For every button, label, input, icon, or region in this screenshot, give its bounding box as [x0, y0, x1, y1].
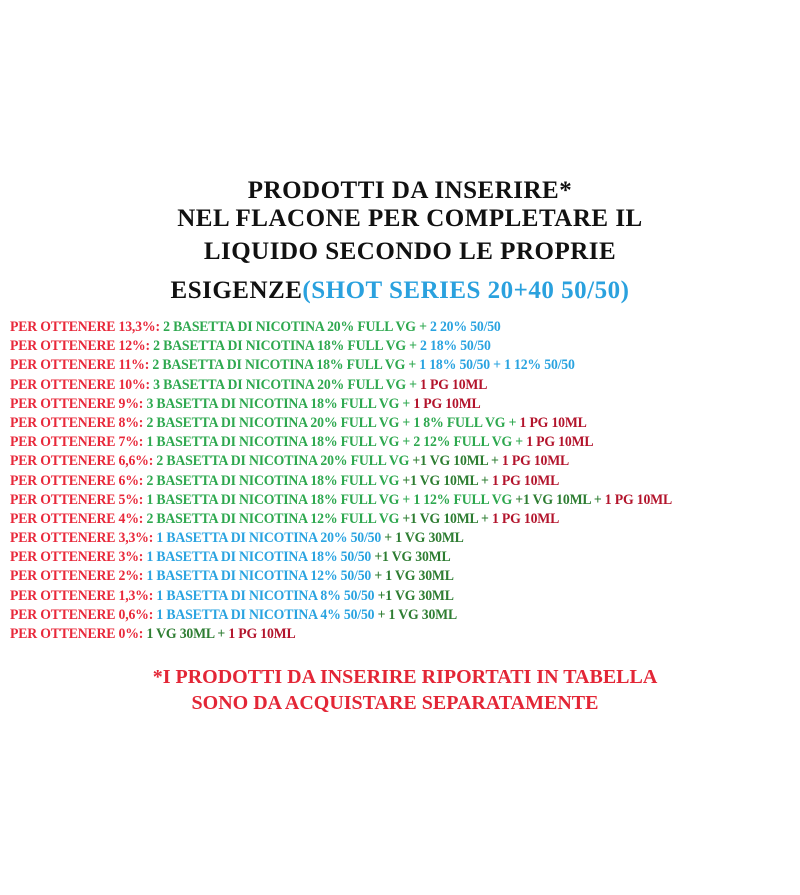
row-segment-fifty: 1 basetta di nicotina 18% 50/50: [146, 549, 375, 566]
row-segment-pg: 1 PG 10ml: [519, 414, 587, 431]
title-main: esigenze: [170, 277, 303, 304]
row-segment-full-vg: 2 basetta di nicotina 18% full VG: [146, 472, 403, 489]
row-label: Per ottenere 2%:: [10, 568, 147, 585]
table-row: Per ottenere 2%: 1 basetta di nicotina 1…: [10, 567, 672, 586]
row-segment-full-vg: 3 basetta di nicotina 18% full VG +: [146, 395, 414, 412]
row-label: Per ottenere 9%:: [10, 395, 147, 412]
table-row: Per ottenere 0%: 1 VG 30ml + 1 PG 10ml: [10, 625, 672, 644]
row-segment-vg: + 1 VG 30ml: [374, 568, 454, 585]
table-row: Per ottenere 13,3%: 2 basetta di nicotin…: [10, 318, 672, 337]
row-label: Per ottenere 6,6%:: [10, 453, 157, 470]
table-row: Per ottenere 6%: 2 basetta di nicotina 1…: [10, 472, 672, 491]
table-row: Per ottenere 3,3%: 1 basetta di nicotina…: [10, 529, 672, 548]
title-line-3: liquido secondo le proprie: [203, 238, 617, 265]
row-segment-vg: +1 VG 10ml +: [402, 472, 492, 489]
row-segment-vg: +1 VG 10ml +: [402, 510, 492, 527]
row-segment-vg: + 1 VG 30ml: [377, 606, 458, 623]
footer-line-1: *I prodotti da inserire riportati in tab…: [152, 666, 658, 688]
row-label: Per ottenere 6%:: [10, 472, 147, 489]
table-row: Per ottenere 3%: 1 basetta di nicotina 1…: [10, 548, 672, 567]
row-label: Per ottenere 4%:: [10, 510, 147, 527]
table-row: Per ottenere 6,6%: 2 basetta di nicotina…: [10, 452, 672, 471]
nicotine-table: Per ottenere 13,3%: 2 basetta di nicotin…: [10, 318, 707, 644]
row-segment-full-vg: 2 basetta di nicotina 20% full VG + 1 8%…: [146, 414, 520, 431]
row-segment-pg: 1 PG 10ml: [420, 376, 488, 393]
row-segment-fifty: 1 basetta di nicotina 20% 50/50: [156, 530, 385, 547]
row-segment-full-vg: 1 basetta di nicotina 18% full VG + 1 12…: [146, 491, 516, 508]
row-segment-vg: + 1 VG 30ml: [384, 530, 464, 547]
row-segment-pg: 1 PG 10ml: [413, 395, 481, 412]
row-segment-fifty: 1 basetta di nicotina 8% 50/50: [156, 587, 378, 604]
row-label: Per ottenere 5%:: [10, 491, 147, 508]
row-label: Per ottenere 0,6%:: [10, 606, 157, 623]
table-row: Per ottenere 1,3%: 1 basetta di nicotina…: [10, 587, 672, 606]
row-segment-fifty: 2 18% 50/50: [420, 338, 491, 355]
row-label: Per ottenere 11%:: [10, 357, 153, 374]
row-segment-vg: 1 VG 30ml +: [146, 626, 229, 642]
table-row: Per ottenere 11%: 2 basetta di nicotina …: [10, 356, 672, 375]
title-subtitle: (Shot Series 20+40 50/50): [302, 277, 630, 304]
row-segment-full-vg: 2 basetta di nicotina 20% full VG: [156, 453, 413, 470]
row-label: Per ottenere 10%:: [10, 376, 154, 393]
table-row: Per ottenere 7%: 1 basetta di nicotina 1…: [10, 433, 672, 452]
table-row: Per ottenere 4%: 2 basetta di nicotina 1…: [10, 510, 672, 529]
row-segment-pg: 1 PG 10ml: [604, 491, 672, 508]
row-segment-full-vg: 2 basetta di nicotina 20% full VG +: [163, 319, 431, 335]
row-segment-fifty: 1 18% 50/50 + 1 12% 50/50: [419, 357, 575, 374]
row-segment-full-vg: 2 basetta di nicotina 18% full VG +: [153, 338, 421, 355]
table-row: Per ottenere 12%: 2 basetta di nicotina …: [10, 337, 672, 356]
row-segment-vg: +1 VG 30ml: [374, 549, 451, 566]
row-segment-fifty: 1 basetta di nicotina 12% 50/50: [146, 568, 375, 585]
row-segment-full-vg: 3 basetta di nicotina 20% full VG +: [153, 376, 421, 393]
row-label: Per ottenere 3%:: [10, 549, 147, 566]
title-line-1: Prodotti da inserire*: [247, 177, 573, 204]
row-segment-pg: 1 PG 10ml: [491, 510, 560, 527]
row-segment-pg: 1 PG 10ml: [228, 626, 296, 642]
row-segment-full-vg: 2 basetta di nicotina 18% full VG +: [152, 357, 420, 374]
table-row: Per ottenere 5%: 1 basetta di nicotina 1…: [10, 491, 672, 510]
row-label: Per ottenere 13,3%:: [10, 319, 164, 335]
row-segment-pg: 1 PG 10ml: [501, 453, 570, 470]
row-label: Per ottenere 12%:: [10, 338, 154, 355]
row-segment-pg: 1 PG 10ml: [491, 472, 560, 489]
row-segment-fifty: 2 20% 50/50: [430, 319, 501, 335]
row-label: Per ottenere 7%:: [10, 434, 147, 451]
footer-line-2: sono da acquistare separatamente: [191, 692, 599, 714]
table-row: Per ottenere 0,6%: 1 basetta di nicotina…: [10, 606, 672, 625]
row-label: Per ottenere 8%:: [10, 414, 147, 431]
row-segment-fifty: 1 basetta di nicotina 4% 50/50: [156, 606, 378, 623]
row-segment-full-vg: 1 basetta di nicotina 18% full VG + 2 12…: [146, 434, 527, 451]
row-segment-full-vg: 2 basetta di nicotina 12% full VG: [146, 510, 403, 527]
table-row: Per ottenere 10%: 3 basetta di nicotina …: [10, 376, 672, 395]
title-line-2: nel flacone per completare il: [177, 205, 643, 232]
table-row: Per ottenere 8%: 2 basetta di nicotina 2…: [10, 414, 672, 433]
row-segment-vg: +1 VG 10ml +: [515, 491, 605, 508]
row-segment-vg: +1 VG 10ml +: [412, 453, 502, 470]
row-segment-pg: 1 PG 10ml: [526, 434, 594, 451]
table-row: Per ottenere 9%: 3 basetta di nicotina 1…: [10, 395, 672, 414]
row-segment-vg: +1 VG 30ml: [377, 587, 454, 604]
title-line-4: esigenze(Shot Series 20+40 50/50): [0, 276, 800, 306]
row-label: Per ottenere 1,3%:: [10, 587, 157, 604]
row-label: Per ottenere 3,3%:: [10, 530, 157, 547]
row-label: Per ottenere 0%:: [10, 626, 147, 642]
